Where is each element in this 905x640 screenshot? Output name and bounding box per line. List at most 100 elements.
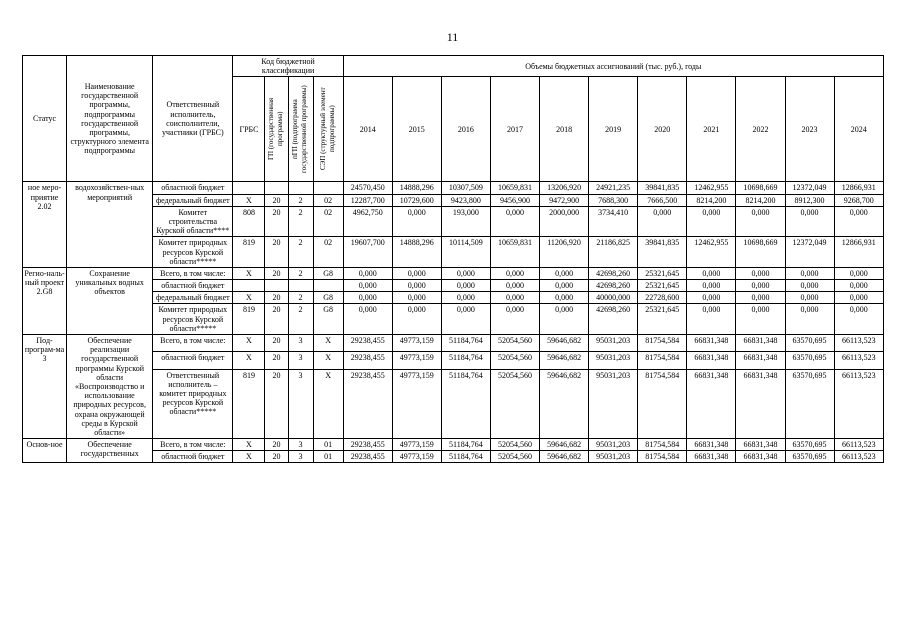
header-year: 2021: [686, 76, 737, 183]
code-cell: [232, 181, 266, 195]
value-cell: 8214,200: [686, 193, 737, 207]
value-cell: 0,000: [735, 266, 786, 281]
value-cell: 12866,931: [833, 181, 885, 195]
code-cell: 20: [264, 193, 289, 207]
value-cell: 51184,764: [440, 368, 491, 440]
value-cell: 39841,835: [637, 236, 688, 268]
value-cell: 81754,584: [637, 438, 688, 452]
code-cell: X: [232, 438, 266, 452]
value-cell: 0,000: [735, 205, 786, 238]
code-cell: 2: [287, 193, 314, 207]
code-cell: 3: [287, 450, 314, 464]
code-cell: 20: [264, 333, 289, 353]
code-cell: 20: [264, 438, 289, 452]
value-cell: 0,000: [735, 291, 786, 305]
value-cell: 0,000: [440, 303, 491, 335]
value-cell: 7688,300: [588, 193, 639, 207]
code-cell: X: [232, 450, 266, 464]
value-cell: 52054,560: [489, 450, 541, 464]
value-cell: 0,000: [735, 303, 786, 335]
program-name-cell: Обеспечение реализации государственной п…: [66, 333, 154, 440]
value-cell: 63570,695: [784, 333, 835, 353]
table-row: областной бюджет X 20 3 X 29238,455 49773,159 5…: [23, 351, 885, 370]
code-cell: 02: [312, 205, 344, 238]
executor-cell: областной бюджет: [152, 450, 234, 464]
header-row-columns: ГРБС ГП (государственная программа) пГП (п…: [23, 76, 885, 183]
value-cell: 66831,348: [735, 351, 786, 370]
value-cell: 59646,682: [539, 333, 590, 353]
code-cell: 819: [232, 303, 266, 335]
value-cell: 59646,682: [539, 450, 590, 464]
value-cell: 0,000: [391, 205, 442, 238]
value-cell: 29238,455: [342, 333, 393, 353]
value-cell: 14888,296: [391, 236, 442, 268]
table-row: ное меро-приятие 2.02 водохозяйствен-ных …: [21, 181, 885, 268]
value-cell: 39841,835: [637, 181, 688, 195]
code-cell: 3: [287, 333, 314, 353]
header-year: 2015: [391, 76, 442, 183]
table-row: Под-програм-ма 3 Обеспечение реализации г…: [21, 333, 885, 440]
value-cell: 12462,955: [686, 181, 737, 195]
value-cell: 2000,000: [539, 205, 590, 238]
executor-cell: Ответственный исполнитель – комитет прир…: [152, 368, 234, 440]
code-cell: 20: [264, 205, 289, 238]
table-row: Ответственный исполнитель – комитет прир…: [23, 368, 885, 440]
header-year: 2019: [588, 76, 639, 183]
value-cell: 193,000: [440, 205, 491, 238]
value-cell: 0,000: [833, 279, 885, 293]
header-code-vertical: ГП (государственная программа): [264, 76, 289, 183]
table-row: Регио-наль-ный проект 2.G8 Сохранение уни…: [21, 266, 885, 336]
value-cell: 59646,682: [539, 368, 590, 440]
code-cell: 02: [312, 193, 344, 207]
code-cell: 01: [312, 438, 344, 452]
code-cell: 20: [264, 303, 289, 335]
code-cell: 20: [264, 291, 289, 305]
executor-cell: Комитет строительства Курской области***…: [152, 205, 234, 238]
value-cell: 0,000: [833, 303, 885, 335]
value-cell: 4962,750: [342, 205, 393, 238]
code-cell: X: [312, 351, 344, 370]
value-cell: 21186,825: [588, 236, 639, 268]
code-cell: X: [232, 266, 266, 281]
value-cell: 0,000: [391, 266, 442, 281]
code-cell: 20: [264, 236, 289, 268]
value-cell: 0,000: [489, 279, 541, 293]
executor-cell: федеральный бюджет: [152, 291, 234, 305]
value-cell: 0,000: [342, 266, 393, 281]
value-cell: 63570,695: [784, 450, 835, 464]
code-cell: 20: [264, 351, 289, 370]
code-cell: 2: [287, 205, 314, 238]
code-cell: X: [232, 351, 266, 370]
header-status: Статус: [21, 54, 68, 183]
code-cell: 3: [287, 351, 314, 370]
value-cell: 7666,500: [637, 193, 688, 207]
value-cell: 81754,584: [637, 450, 688, 464]
header-year: 2016: [440, 76, 491, 183]
table-row: Основ-ное Обеспечение государственных Всег…: [21, 438, 885, 464]
executor-cell: областной бюджет: [152, 279, 234, 293]
value-cell: 81754,584: [637, 333, 688, 353]
header-code-group: Код бюджетной классификации: [232, 54, 344, 78]
value-cell: 51184,764: [440, 450, 491, 464]
code-cell: 02: [312, 236, 344, 268]
value-cell: 8214,200: [735, 193, 786, 207]
header-year: 2017: [489, 76, 541, 183]
executor-cell: областной бюджет: [152, 351, 234, 370]
value-cell: 12462,955: [686, 236, 737, 268]
value-cell: 42698,260: [588, 303, 639, 335]
header-year: 2014: [342, 76, 393, 183]
value-cell: 12866,931: [833, 236, 885, 268]
code-cell: 2: [287, 303, 314, 335]
header-year: 2022: [735, 76, 786, 183]
value-cell: 66113,523: [833, 368, 885, 440]
table-row: федеральный бюджет X 20 2 02 12287,700 10729,6…: [23, 193, 885, 207]
value-cell: 0,000: [391, 291, 442, 305]
value-cell: 9456,900: [489, 193, 541, 207]
header-year: 2018: [539, 76, 590, 183]
program-name-cell: Сохранение уникальных водных объектов: [66, 266, 154, 336]
value-cell: 42698,260: [588, 279, 639, 293]
value-cell: 63570,695: [784, 438, 835, 452]
value-cell: 0,000: [489, 291, 541, 305]
value-cell: 12287,700: [342, 193, 393, 207]
